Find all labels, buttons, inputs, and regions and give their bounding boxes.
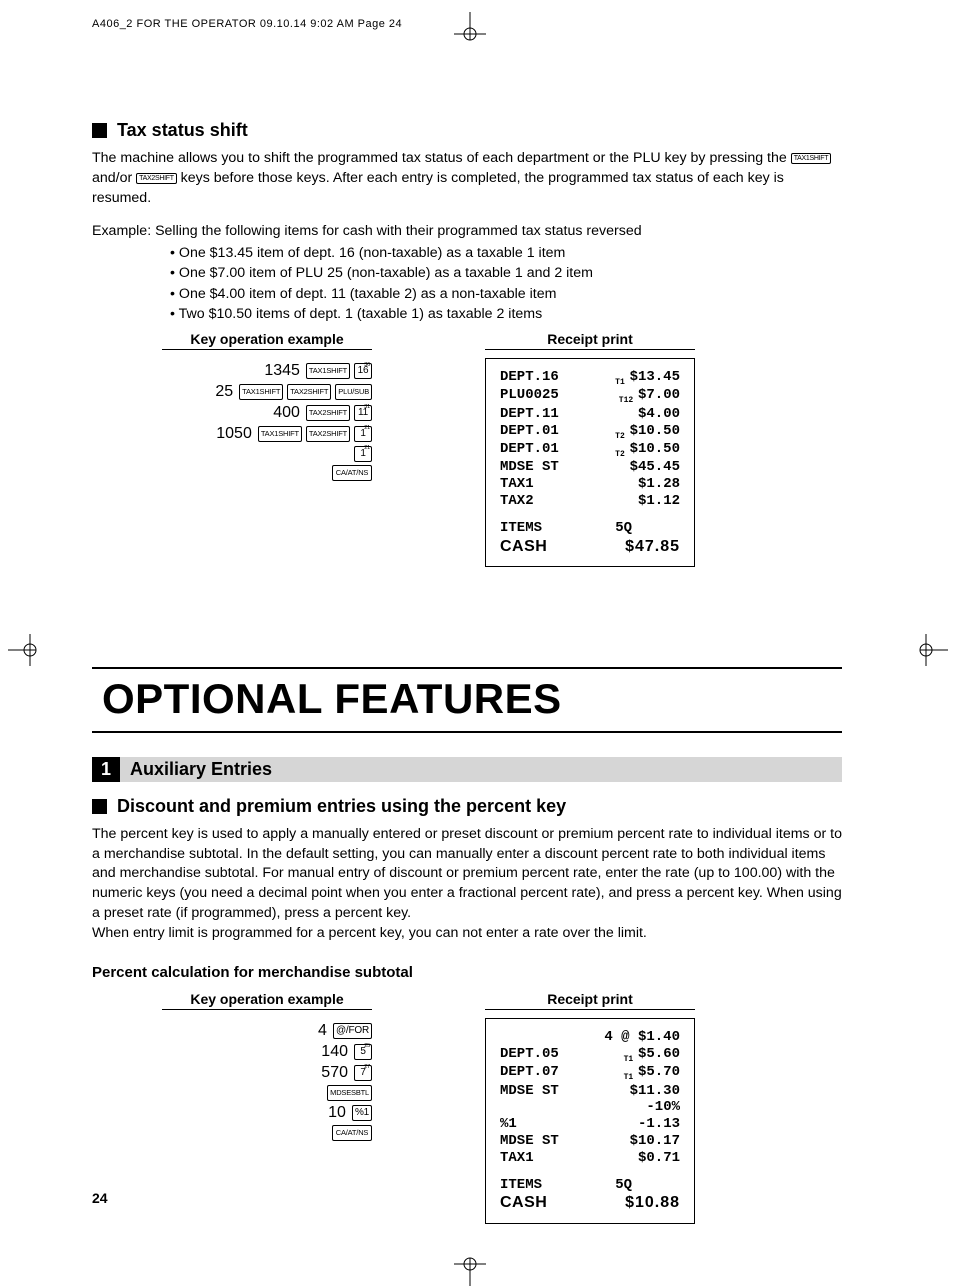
key-button: 727 [354,1065,372,1081]
print-header: A406_2 FOR THE OPERATOR 09.10.14 9:02 AM… [92,18,842,30]
key-label: TAX2SHIFT [136,173,177,184]
receipt-line: MDSE ST$45.45 [500,459,680,476]
receipt-line: DEPT.07T1 $5.70 [500,1064,680,1082]
example-text: Example: Selling the following items for… [92,223,842,239]
key-button: TAX2SHIFT [287,384,331,400]
key-button: TAX2SHIFT [306,426,350,442]
section-label: Auxiliary Entries [120,757,842,782]
crop-mark-icon [8,630,48,670]
bullet-list: • One $13.45 item of dept. 16 (non-taxab… [170,243,842,325]
receipt-cash: CASH$10.88 [500,1193,680,1212]
key-row: 1345 TAX1SHIFT1636 [92,362,467,380]
key-number: 25 [215,383,233,401]
key-row: CA/AT/NS [92,465,467,481]
key-button: TAX2SHIFT [306,405,350,421]
column-header: Receipt print [485,331,695,350]
bullet-item: • One $4.00 item of dept. 11 (taxable 2)… [170,284,842,305]
key-label: TAX1SHIFT [791,153,832,164]
key-button: PLU/SUB [335,384,372,400]
receipt-print: 4 @ $1.40DEPT.05T1 $5.60DEPT.07T1 $5.70M… [485,1018,695,1224]
key-button: TAX1SHIFT [306,363,350,379]
key-button: 1636 [354,363,372,379]
receipt-items: ITEMS5Q [500,1177,680,1194]
text: keys before those keys. After each entry… [92,170,784,206]
receipt-line: -10% [500,1099,680,1116]
text: The machine allows you to shift the prog… [92,150,791,166]
crop-mark-icon [908,630,948,670]
bullet-item: • One $13.45 item of dept. 16 (non-taxab… [170,243,842,264]
receipt-line: DEPT.05T1 $5.60 [500,1046,680,1064]
section-number: 1 [92,757,120,782]
chapter-title: OPTIONAL FEATURES [92,667,842,733]
key-button: TAX1SHIFT [258,426,302,442]
receipt-line: DEPT.01T2 $10.50 [500,423,680,441]
section-heading: Discount and premium entries using the p… [92,796,842,817]
key-row: 400 TAX2SHIFT1131 [92,404,467,422]
key-button: CA/AT/NS [332,465,372,481]
key-button: CA/AT/NS [332,1125,372,1141]
key-number: 1050 [216,425,252,443]
text: and/or [92,170,136,186]
receipt-line: PLU0025T12 $7.00 [500,387,680,405]
key-button: 121 [354,426,372,442]
receipt-print: DEPT.16T1 $13.45PLU0025T12 $7.00DEPT.11$… [485,358,695,567]
column-header: Receipt print [485,991,695,1010]
key-button: MDSESBTL [327,1085,372,1101]
bullet-item: • One $7.00 item of PLU 25 (non-taxable)… [170,263,842,284]
key-row: 10 %1 [92,1104,467,1122]
key-row: MDSESBTL [92,1085,467,1101]
receipt-line: MDSE ST$11.30 [500,1083,680,1100]
key-row: 140 525 [92,1043,467,1061]
key-button: %1 [352,1105,372,1121]
receipt-line: DEPT.16T1 $13.45 [500,369,680,387]
key-row: 570 727 [92,1064,467,1082]
receipt-line: TAX1$0.71 [500,1150,680,1167]
key-button: 121 [354,446,372,462]
key-row: 1050 TAX1SHIFTTAX2SHIFT121 [92,425,467,443]
key-button: 525 [354,1044,372,1060]
key-number: 1345 [264,362,300,380]
section-title: Discount and premium entries using the p… [117,796,566,817]
receipt-line: %1-1.13 [500,1116,680,1133]
bullet-item: • Two $10.50 items of dept. 1 (taxable 1… [170,304,842,325]
column-header: Key operation example [162,991,372,1010]
key-number: 10 [328,1104,346,1122]
page-number: 24 [92,1190,108,1206]
receipt-cash: CASH$47.85 [500,537,680,556]
key-operation-list: 4 @/FOR 140 525 570 727 MDSESBTL 10 %1 CA/AT/NS [92,1022,467,1141]
square-bullet-icon [92,123,107,138]
column-header: Key operation example [162,331,372,350]
section-paragraph: The machine allows you to shift the prog… [92,149,842,209]
section-heading: Tax status shift [92,120,842,141]
numbered-section: 1 Auxiliary Entries [92,757,842,782]
crop-mark-icon [450,1246,490,1286]
receipt-line: TAX2$1.12 [500,493,680,510]
key-number: 4 [318,1022,327,1040]
receipt-items: ITEMS5Q [500,520,680,537]
key-number: 570 [321,1064,348,1082]
sub-heading: Percent calculation for merchandise subt… [92,964,842,981]
key-row: CA/AT/NS [92,1125,467,1141]
key-button: @/FOR [333,1023,372,1039]
receipt-line: MDSE ST$10.17 [500,1133,680,1150]
section-paragraph: When entry limit is programmed for a per… [92,924,842,944]
receipt-line: TAX1$1.28 [500,476,680,493]
section-paragraph: The percent key is used to apply a manua… [92,825,842,924]
key-operation-list: 1345TAX1SHIFT163625TAX1SHIFTTAX2SHIFTPLU… [92,362,467,481]
key-button: TAX1SHIFT [239,384,283,400]
receipt-line: DEPT.01T2 $10.50 [500,441,680,459]
receipt-line: DEPT.11$4.00 [500,406,680,423]
key-button: 1131 [354,405,372,421]
section-title: Tax status shift [117,120,248,141]
key-number: 140 [321,1043,348,1061]
key-row: 4 @/FOR [92,1022,467,1040]
key-number: 400 [273,404,300,422]
key-row: 25 TAX1SHIFTTAX2SHIFTPLU/SUB [92,383,467,401]
key-row: 121 [92,446,467,462]
square-bullet-icon [92,799,107,814]
